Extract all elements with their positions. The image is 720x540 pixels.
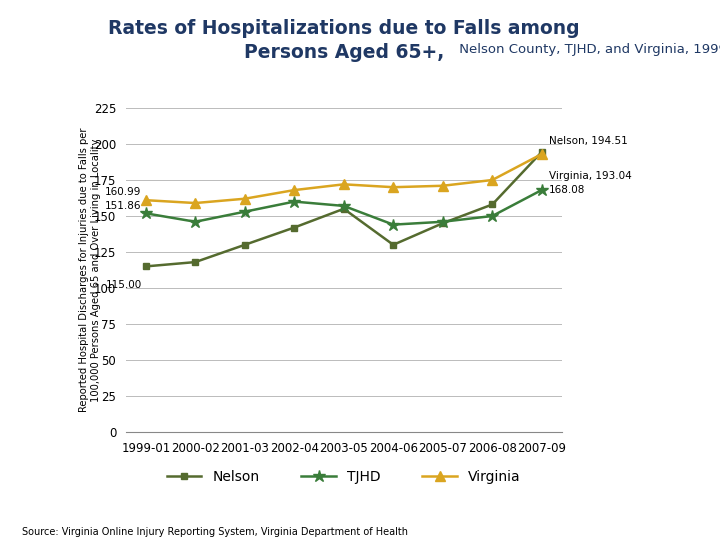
Virginia <box>537 151 546 157</box>
Text: Nelson County, TJHD, and Virginia, 1999-2009: Nelson County, TJHD, and Virginia, 1999-… <box>455 43 720 56</box>
Virginia <box>240 195 249 202</box>
Virginia <box>389 184 397 191</box>
Nelson <box>141 263 150 269</box>
TJHD <box>141 210 150 217</box>
Line: Virginia: Virginia <box>141 149 546 208</box>
Legend: Nelson, TJHD, Virginia: Nelson, TJHD, Virginia <box>161 465 526 490</box>
Text: 115.00: 115.00 <box>105 280 142 291</box>
TJHD <box>240 208 249 215</box>
Virginia <box>141 197 150 204</box>
Virginia <box>191 200 199 206</box>
Nelson <box>537 148 546 155</box>
Line: TJHD: TJHD <box>140 184 548 231</box>
Nelson <box>240 241 249 248</box>
Text: Virginia, 193.04: Virginia, 193.04 <box>549 171 631 181</box>
Text: Source: Virginia Online Injury Reporting System, Virginia Department of Health: Source: Virginia Online Injury Reporting… <box>22 527 408 537</box>
Text: 151.86: 151.86 <box>105 200 142 211</box>
TJHD <box>438 219 447 225</box>
Nelson <box>290 224 299 231</box>
TJHD <box>340 202 348 209</box>
Text: Rates of Hospitalizations due to Falls among: Rates of Hospitalizations due to Falls a… <box>108 19 580 38</box>
Virginia <box>488 177 497 183</box>
Y-axis label: Reported Hospital Discharges for Injuries due to Falls per
100,000 Persons Aged : Reported Hospital Discharges for Injurie… <box>79 128 101 412</box>
Line: Nelson: Nelson <box>143 148 545 270</box>
Text: 168.08: 168.08 <box>549 185 585 195</box>
Nelson <box>340 206 348 212</box>
Virginia <box>340 181 348 187</box>
Virginia <box>290 187 299 193</box>
TJHD <box>191 219 199 225</box>
Nelson <box>488 201 497 208</box>
Text: Persons Aged 65+,: Persons Aged 65+, <box>244 43 444 62</box>
Nelson <box>389 241 397 248</box>
Text: Nelson, 194.51: Nelson, 194.51 <box>549 137 628 146</box>
Nelson <box>438 220 447 226</box>
Virginia <box>438 183 447 189</box>
Text: 160.99: 160.99 <box>105 187 142 198</box>
TJHD <box>290 198 299 205</box>
TJHD <box>537 187 546 193</box>
Nelson <box>191 259 199 265</box>
TJHD <box>488 213 497 219</box>
TJHD <box>389 221 397 228</box>
